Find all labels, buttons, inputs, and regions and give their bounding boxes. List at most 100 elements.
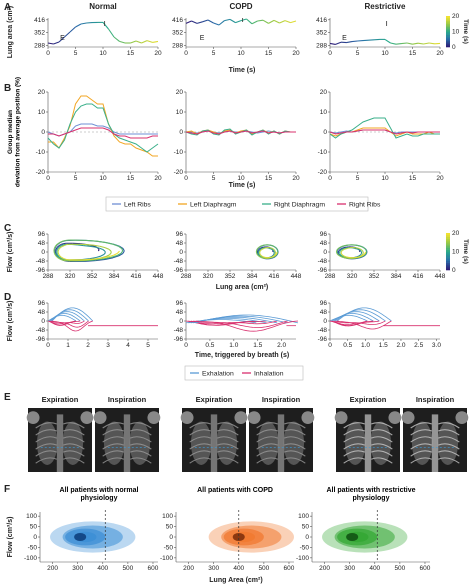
flow-volume-loop <box>107 254 114 258</box>
lung-area-trace <box>329 42 336 45</box>
y-tick-label: -20 <box>318 169 328 176</box>
flow-volume-loop <box>270 248 273 250</box>
y-tick-label: -48 <box>318 258 328 265</box>
flow-volume-loop <box>259 255 262 258</box>
xray-rib <box>283 422 306 429</box>
y-tick-label: -100 <box>296 555 309 562</box>
flow-volume-loop <box>104 257 114 260</box>
flow-volume-loop <box>343 256 346 259</box>
colorbar-cell <box>446 31 450 34</box>
y-tick-label: 0 <box>41 318 45 325</box>
y-tick-label: -96 <box>318 336 328 343</box>
density-peak <box>74 533 87 541</box>
xray-rib <box>283 443 306 450</box>
flow-volume-loop <box>256 247 259 250</box>
x-tick-label: 0 <box>46 342 50 349</box>
x-tick-label: 600 <box>148 565 159 572</box>
colorbar-cell <box>446 251 450 254</box>
inhalation-curve <box>49 320 85 325</box>
xray-shoulder <box>180 411 194 424</box>
flow-volume-loop <box>362 253 364 255</box>
x-tick-label: 10 <box>99 175 107 182</box>
flow-volume-loop <box>336 248 339 251</box>
flow-volume-loop <box>258 254 261 256</box>
x-tick-label: 15 <box>127 175 135 182</box>
x-tick-label: 0 <box>184 342 188 349</box>
flow-volume-loop <box>57 257 61 260</box>
lung-area-trace <box>47 42 54 45</box>
flow-volume-loop <box>59 258 64 261</box>
xray-rib <box>370 450 393 457</box>
flow-volume-loop <box>258 248 261 250</box>
xray-rib <box>343 450 366 457</box>
colorbar-cell <box>446 17 450 20</box>
colorbar-cell <box>446 260 450 263</box>
flow-volume-loop <box>343 248 346 250</box>
xray-rib <box>189 443 212 450</box>
panel-b: 0 5 10 15 20 -20 -10 0 10 20 0 5 10 15 20 -20 -10 0 10 20 0 5… <box>7 77 444 212</box>
flow-volume-loop <box>59 244 63 247</box>
flow-volume-loop <box>58 247 61 250</box>
exhalation-curve <box>331 313 374 322</box>
colorbar-cell <box>446 39 450 42</box>
lung-area-trace <box>64 31 71 38</box>
flow-volume-loop <box>260 256 263 259</box>
flow-volume-loop <box>271 247 274 250</box>
lung-area-trace <box>218 20 225 26</box>
flow-volume-loop <box>104 247 110 250</box>
inhalation-curve <box>193 320 288 328</box>
panel-letter: F <box>4 484 10 495</box>
xray-rib <box>35 429 58 436</box>
x-tick-label: 200 <box>319 565 330 572</box>
xray-shoulder <box>388 411 402 424</box>
legend-label: Right Diaphragm <box>274 202 325 209</box>
xray-rib <box>437 450 460 457</box>
flow-volume-loop <box>272 255 275 258</box>
xray-caption: Inspiration <box>416 395 455 404</box>
x-tick-label: 0 <box>328 50 332 57</box>
colorbar-cell <box>446 19 450 21</box>
flow-volume-loop <box>62 259 67 262</box>
panel-a: Normal COPD Restrictive 0 5 10 15 20 288 352 416 E 0… <box>7 2 469 74</box>
xray-rib <box>102 457 125 464</box>
x-axis-label: Lung Area (cm²) <box>209 577 262 584</box>
flow-volume-loop <box>112 255 120 259</box>
lung-area-trace <box>390 42 397 45</box>
x-tick-label: 5 <box>74 50 78 57</box>
y-tick-label: -48 <box>174 258 184 265</box>
flow-volume-loop <box>339 254 342 257</box>
x-tick-label: 288 <box>43 273 54 280</box>
flow-volume-loop <box>260 245 263 247</box>
y-tick-label: 48 <box>320 309 328 316</box>
y-tick-label: 50 <box>166 524 174 531</box>
colorbar-cell <box>446 45 450 48</box>
y-tick-label: 0 <box>33 534 37 541</box>
x-tick-label: 1 <box>66 342 70 349</box>
colorbar-cell <box>446 242 450 245</box>
flow-volume-loop <box>337 247 340 250</box>
flow-volume-loop <box>360 250 362 253</box>
inhalation-curve <box>333 320 380 325</box>
flow-volume-loop <box>60 243 64 245</box>
colorbar-cell <box>446 34 450 37</box>
xray-rib <box>216 436 239 443</box>
flow-volume-loop <box>102 249 106 252</box>
colorbar-cell <box>446 247 450 250</box>
flow-volume-loop <box>362 254 366 257</box>
flow-volume-loop <box>356 256 360 258</box>
xray-rib <box>62 429 85 436</box>
lung-area-trace <box>423 42 430 45</box>
inhalation-curve <box>337 320 392 330</box>
y-tick-label: 10 <box>38 109 46 116</box>
density-title-line: All patients with COPD <box>197 487 273 494</box>
flow-volume-loop <box>105 242 114 245</box>
xray-rib <box>410 429 433 436</box>
xray-rib <box>283 429 306 436</box>
x-tick-label: 320 <box>203 273 214 280</box>
flow-volume-loop <box>61 256 64 260</box>
exhale-marker: E <box>200 35 205 42</box>
y-axis-label: Flow (cm³/s) <box>7 517 14 558</box>
y-axis-label: Flow (cm³/s) <box>7 232 14 273</box>
flow-volume-loop <box>339 249 342 252</box>
